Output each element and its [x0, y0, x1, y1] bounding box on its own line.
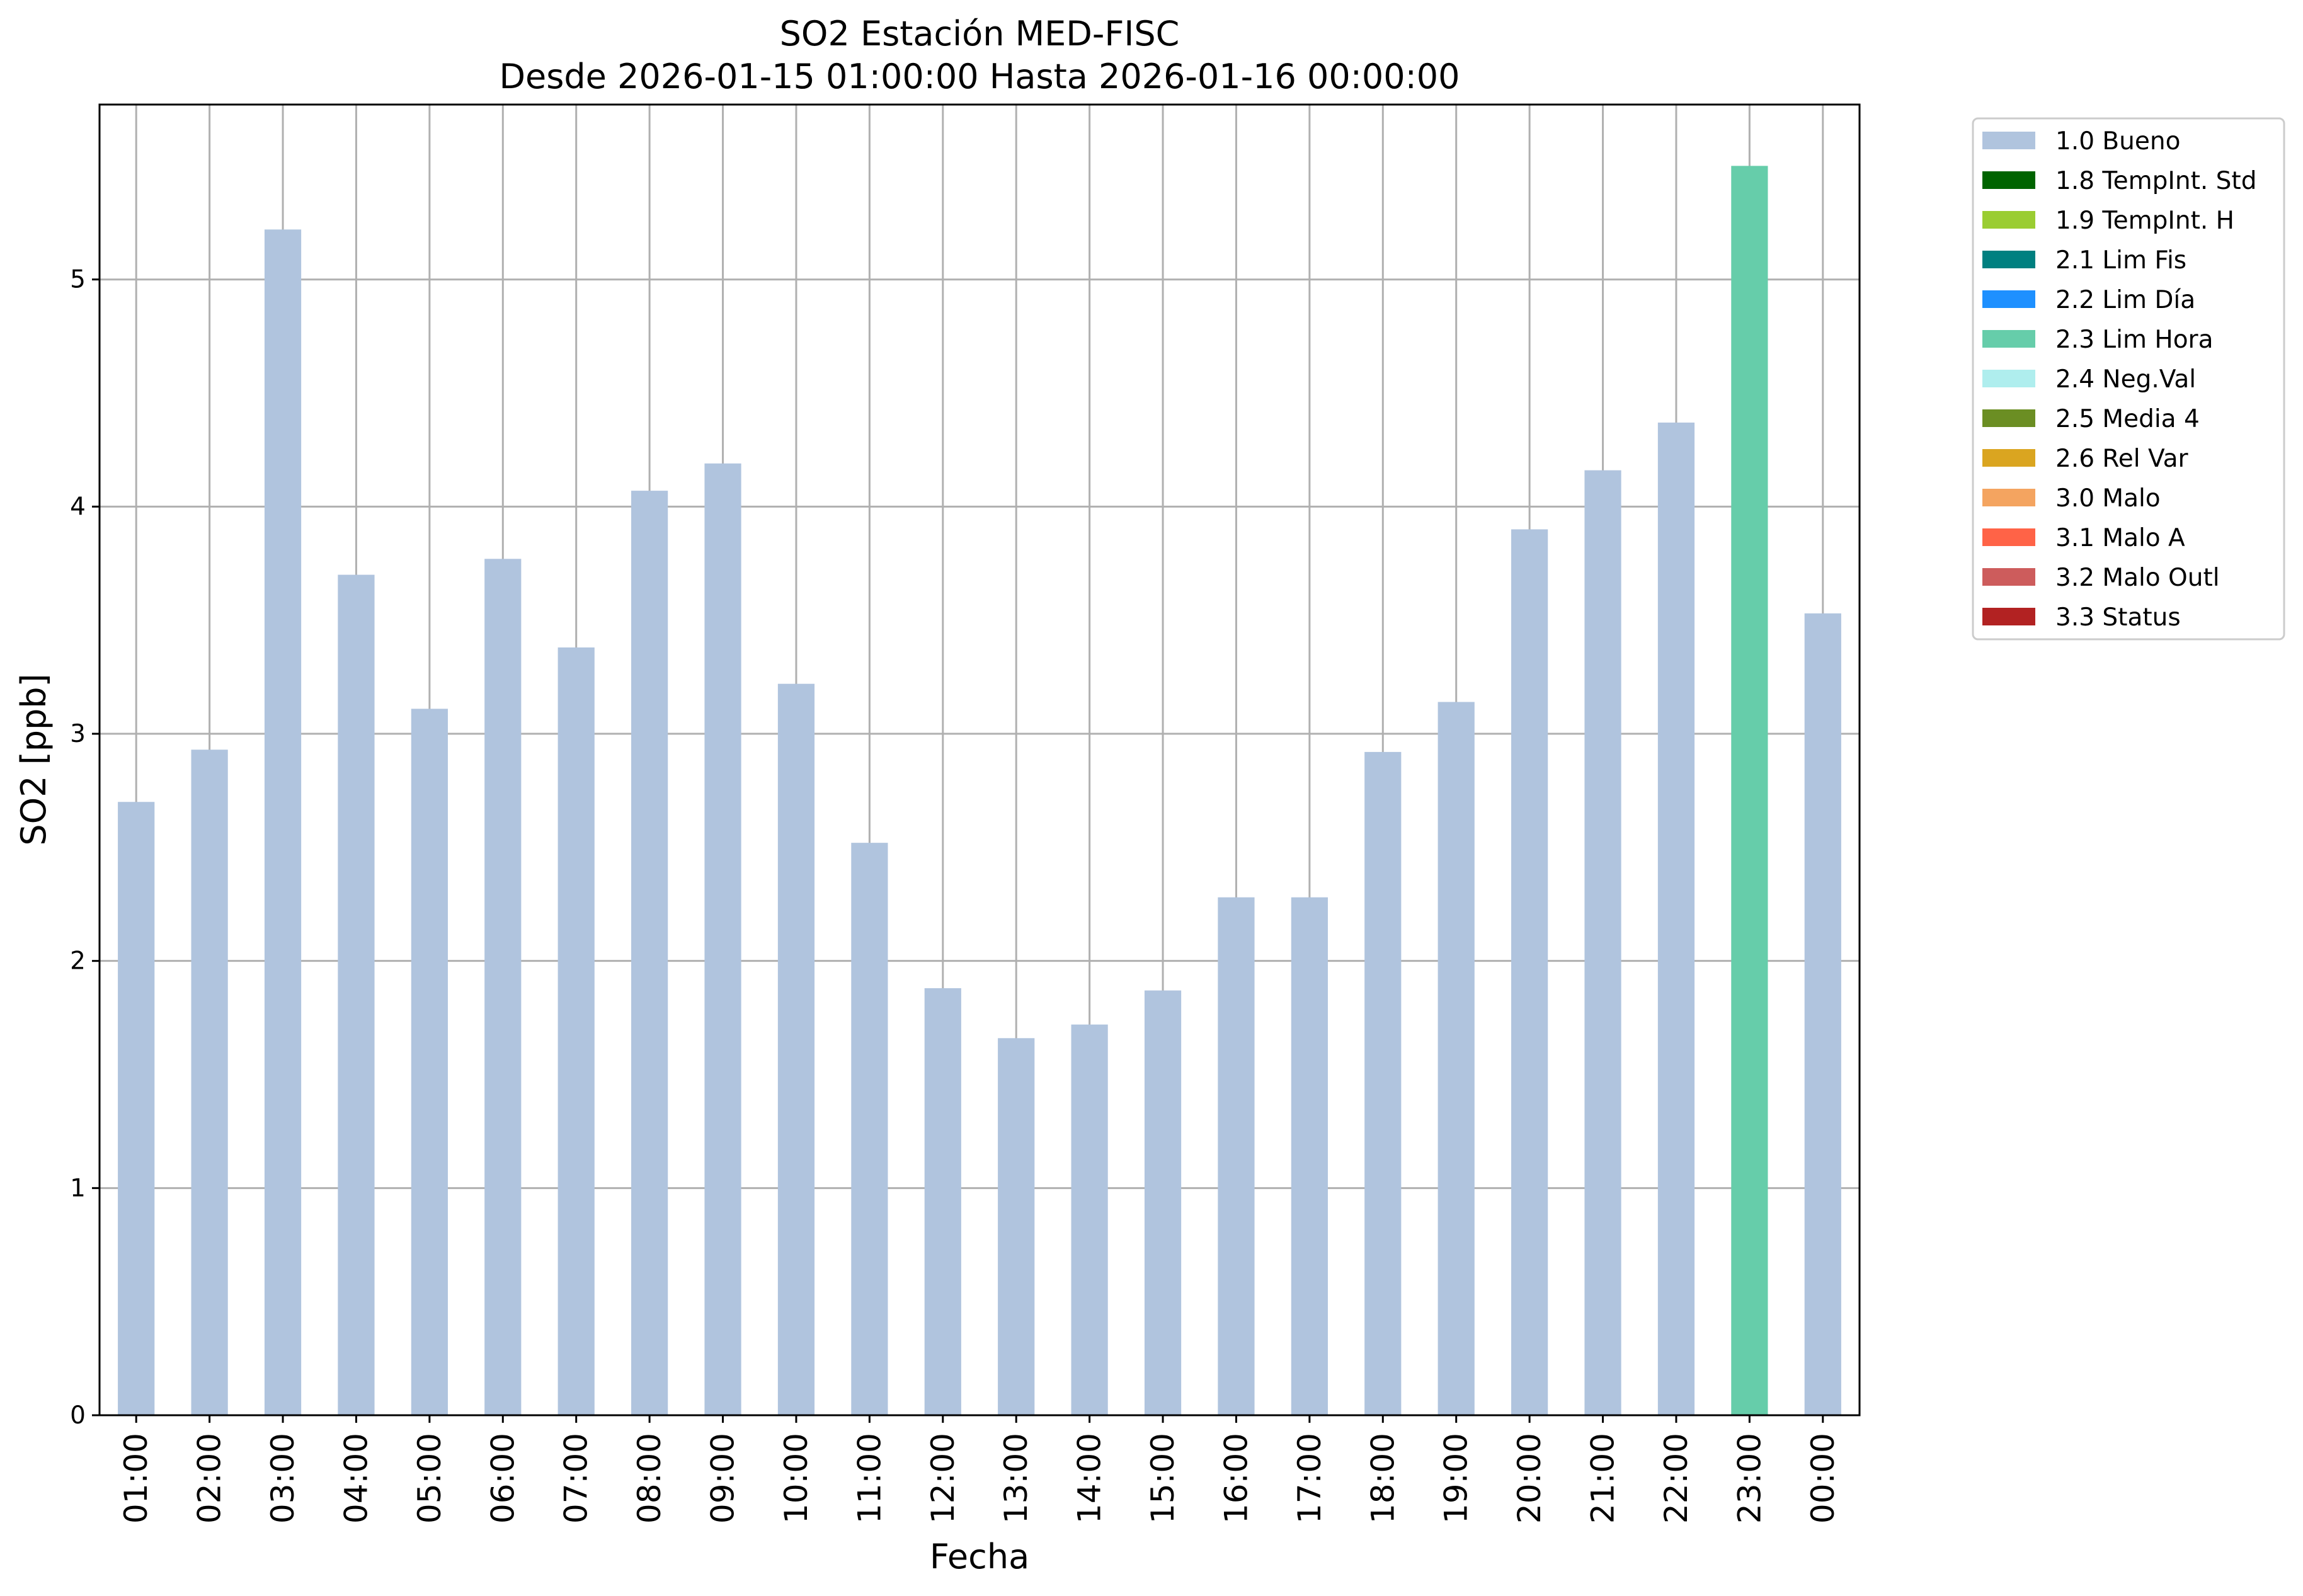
bar-12:00 — [924, 988, 961, 1415]
bar-08:00 — [631, 491, 668, 1415]
x-tick-label: 16:00 — [1218, 1433, 1254, 1524]
x-tick-label: 11:00 — [851, 1433, 888, 1524]
legend-frame — [1972, 117, 2285, 641]
chart-title: SO2 Estación MED-FISC — [780, 14, 1180, 54]
legend-label: 2.6 Rel Var — [2055, 445, 2189, 473]
x-tick-label: 20:00 — [1511, 1433, 1548, 1524]
x-tick-label: 21:00 — [1585, 1433, 1621, 1524]
bar-02:00 — [191, 750, 228, 1415]
x-tick-label: 22:00 — [1658, 1433, 1694, 1524]
bar-14:00 — [1071, 1024, 1108, 1415]
legend-label: 3.2 Malo Outl — [2055, 564, 2220, 592]
bar-21:00 — [1584, 470, 1621, 1415]
bar-17:00 — [1291, 897, 1328, 1415]
legend-swatch — [1982, 608, 2035, 625]
bar-22:00 — [1657, 422, 1695, 1415]
x-tick-label: 17:00 — [1291, 1433, 1328, 1524]
bar-03:00 — [264, 229, 302, 1416]
x-tick-label: 08:00 — [631, 1433, 668, 1524]
legend-label: 2.3 Lim Hora — [2055, 326, 2214, 354]
legend-swatch — [1982, 290, 2035, 308]
legend-label: 2.4 Neg.Val — [2055, 365, 2196, 394]
bar-05:00 — [411, 709, 448, 1415]
x-tick-label: 09:00 — [705, 1433, 741, 1524]
bars — [118, 166, 1841, 1416]
x-tick-label: 15:00 — [1145, 1433, 1181, 1524]
y-tick-label: 2 — [70, 947, 86, 976]
legend-label: 3.0 Malo — [2055, 484, 2161, 513]
x-tick-label: 05:00 — [411, 1433, 448, 1524]
x-tick-label: 10:00 — [778, 1433, 814, 1524]
legend-label: 2.1 Lim Fis — [2055, 246, 2186, 275]
y-axis-label: SO2 [ppb] — [14, 673, 54, 845]
chart-subtitle: Desde 2026-01-15 01:00:00 Hasta 2026-01-… — [499, 57, 1460, 96]
legend-swatch — [1982, 370, 2035, 387]
x-tick-label: 19:00 — [1438, 1433, 1475, 1524]
plot-frame — [98, 103, 1861, 1416]
bar-13:00 — [998, 1038, 1035, 1415]
bar-00:00 — [1804, 613, 1841, 1415]
y-tick-label: 3 — [70, 720, 86, 748]
x-tick-label: 00:00 — [1805, 1433, 1841, 1524]
y-tick-label: 5 — [70, 266, 86, 294]
legend-label: 1.8 TempInt. Std — [2055, 167, 2256, 195]
bar-04:00 — [338, 574, 375, 1415]
x-tick-label: 13:00 — [998, 1433, 1034, 1524]
x-axis-ticks: 01:00 02:00 03:00 04:00 05:00 06:00 07:00 08:00… — [118, 1415, 1841, 1524]
y-tick-label: 0 — [70, 1401, 86, 1430]
legend-label: 1.9 TempInt. H — [2055, 207, 2234, 235]
y-tick-label: 4 — [70, 493, 86, 521]
legend-swatch — [1982, 211, 2035, 229]
bar-18:00 — [1364, 751, 1402, 1415]
x-tick-label: 01:00 — [118, 1433, 154, 1524]
bar-19:00 — [1437, 702, 1475, 1415]
legend-swatch — [1982, 489, 2035, 506]
legend-label: 2.2 Lim Día — [2055, 286, 2195, 314]
bar-20:00 — [1511, 529, 1548, 1415]
legend-swatch — [1982, 409, 2035, 427]
legend-swatch — [1982, 528, 2035, 546]
x-tick-label: 23:00 — [1731, 1433, 1768, 1524]
legend: 1.0 Bueno 1.8 TempInt. Std 1.9 TempInt. H 2… — [1972, 117, 2285, 641]
legend-label: 1.0 Bueno — [2055, 127, 2180, 156]
legend-swatch — [1982, 251, 2035, 268]
bar-09:00 — [704, 463, 741, 1415]
x-tick-label: 07:00 — [558, 1433, 595, 1524]
legend-swatch — [1982, 449, 2035, 467]
legend-label: 3.3 Status — [2055, 603, 2181, 632]
legend-swatch — [1982, 568, 2035, 586]
legend-swatch — [1982, 132, 2035, 149]
bar-06:00 — [484, 559, 522, 1415]
x-axis-label: Fecha — [930, 1537, 1029, 1576]
x-tick-label: 02:00 — [191, 1433, 228, 1524]
x-tick-label: 03:00 — [265, 1433, 301, 1524]
bar-23:00 — [1731, 166, 1768, 1415]
x-tick-label: 18:00 — [1364, 1433, 1401, 1524]
bar-10:00 — [777, 683, 815, 1415]
x-tick-label: 04:00 — [338, 1433, 374, 1524]
bar-15:00 — [1144, 990, 1182, 1415]
x-tick-label: 14:00 — [1071, 1433, 1108, 1524]
legend-swatch — [1982, 171, 2035, 189]
legend-swatch — [1982, 330, 2035, 348]
bar-16:00 — [1218, 897, 1255, 1415]
x-tick-label: 06:00 — [484, 1433, 521, 1524]
bar-01:00 — [118, 802, 155, 1415]
y-tick-label: 1 — [70, 1174, 86, 1202]
legend-label: 2.5 Media 4 — [2055, 405, 2200, 433]
x-tick-label: 12:00 — [925, 1433, 961, 1524]
bar-07:00 — [557, 647, 595, 1415]
legend-label: 3.1 Malo A — [2055, 524, 2185, 552]
bar-11:00 — [851, 843, 888, 1415]
y-axis-ticks: 0 1 2 3 4 5 — [70, 266, 100, 1430]
